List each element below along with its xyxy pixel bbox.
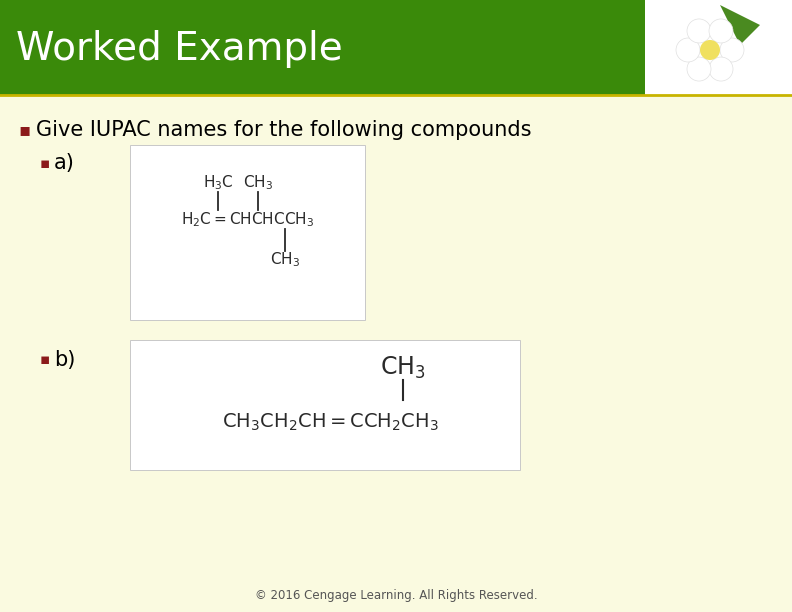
Bar <box>130 145 365 320</box>
Circle shape <box>720 38 744 62</box>
Text: ▪: ▪ <box>18 121 30 139</box>
Circle shape <box>687 57 711 81</box>
Text: b): b) <box>54 350 75 370</box>
Text: a): a) <box>54 153 75 173</box>
Circle shape <box>709 19 733 43</box>
Text: $\mathregular{CH_3}$: $\mathregular{CH_3}$ <box>380 355 426 381</box>
Text: © 2016 Cengage Learning. All Rights Reserved.: © 2016 Cengage Learning. All Rights Rese… <box>255 589 537 602</box>
Bar <box>0 0 792 95</box>
Circle shape <box>687 19 711 43</box>
Text: Worked Example: Worked Example <box>16 31 343 69</box>
Text: $\mathregular{CH_3CH_2CH{=}CCH_2CH_3}$: $\mathregular{CH_3CH_2CH{=}CCH_2CH_3}$ <box>222 411 439 433</box>
Text: Give IUPAC names for the following compounds: Give IUPAC names for the following compo… <box>36 120 531 140</box>
Bar <box>645 0 792 95</box>
Circle shape <box>700 40 720 60</box>
Circle shape <box>676 38 700 62</box>
Circle shape <box>709 57 733 81</box>
Text: $\mathregular{H_2C{=}CHCHCCH_3}$: $\mathregular{H_2C{=}CHCHCCH_3}$ <box>181 211 314 230</box>
Bar <box>130 340 520 470</box>
Text: ▪: ▪ <box>40 353 51 367</box>
Text: $\mathregular{CH_3}$: $\mathregular{CH_3}$ <box>243 174 273 192</box>
Text: $\mathregular{CH_3}$: $\mathregular{CH_3}$ <box>270 251 300 269</box>
Text: ▪: ▪ <box>40 155 51 171</box>
Polygon shape <box>720 5 760 45</box>
Text: $\mathregular{H_3C}$: $\mathregular{H_3C}$ <box>203 174 234 192</box>
